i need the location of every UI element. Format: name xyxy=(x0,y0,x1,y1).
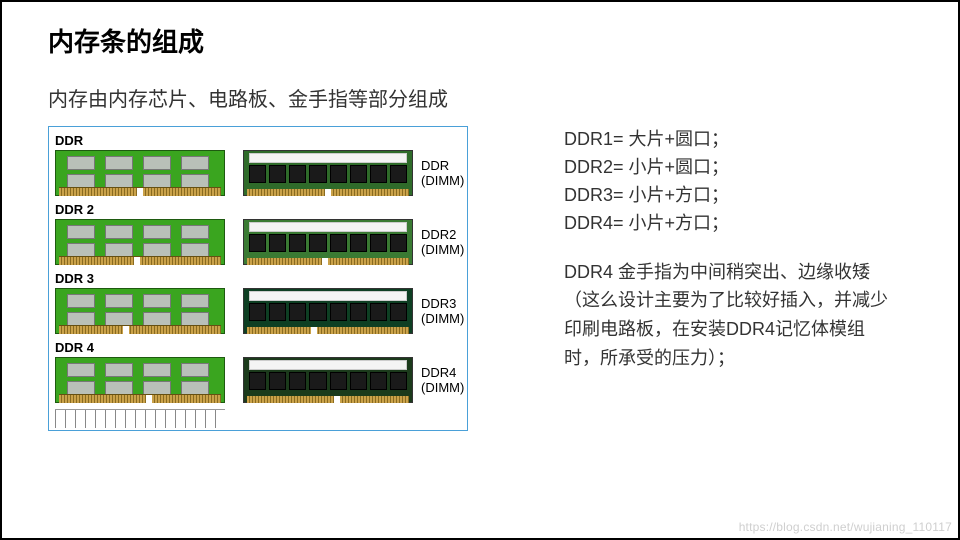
module-photo xyxy=(243,357,413,403)
slide: 内存条的组成 内存由内存芯片、电路板、金手指等部分组成 DDR DDR (DIMM… xyxy=(0,0,960,540)
row-body: DDR (DIMM) xyxy=(55,150,461,196)
spec-ddr3: DDR3= 小片+方口； xyxy=(564,182,894,210)
row-label: DDR 2 xyxy=(55,202,461,217)
ruler xyxy=(55,409,225,428)
spec-ddr2: DDR2= 小片+圆口； xyxy=(564,154,894,182)
module-photo xyxy=(243,219,413,265)
spec-ddr4: DDR4= 小片+方口； xyxy=(564,210,894,238)
page-title: 内存条的组成 xyxy=(48,22,918,59)
row-body: DDR2 (DIMM) xyxy=(55,219,461,265)
watermark: https://blog.csdn.net/wujianing_110117 xyxy=(739,520,952,534)
dimm-label: DDR (DIMM) xyxy=(421,158,464,188)
dimm-label: DDR4 (DIMM) xyxy=(421,365,464,395)
module-schematic xyxy=(55,150,225,196)
module-schematic xyxy=(55,288,225,334)
row-label: DDR 3 xyxy=(55,271,461,286)
module-schematic xyxy=(55,357,225,403)
right-text: DDR1= 大片+圆口； DDR2= 小片+圆口； DDR3= 小片+方口； D… xyxy=(564,126,894,373)
ddr-row: DDR 3 DDR3 (DIMM) xyxy=(55,271,461,334)
row-label: DDR xyxy=(55,133,461,148)
ddr4-note: DDR4 金手指为中间稍突出、边缘收矮（这么设计主要为了比较好插入，并减少印刷电… xyxy=(564,258,894,373)
row-body: DDR4 (DIMM) xyxy=(55,357,461,403)
ddr-row: DDR 4 DDR4 (DIMM) xyxy=(55,340,461,403)
module-schematic xyxy=(55,219,225,265)
dimm-label: DDR3 (DIMM) xyxy=(421,296,464,326)
ddr-diagram: DDR DDR (DIMM) DDR 2 DDR2 (DIMM) DDR 3 DDR3 (… xyxy=(48,126,468,431)
spec-ddr1: DDR1= 大片+圆口； xyxy=(564,126,894,154)
module-photo xyxy=(243,288,413,334)
ddr-row: DDR DDR (DIMM) xyxy=(55,133,461,196)
module-photo xyxy=(243,150,413,196)
row-body: DDR3 (DIMM) xyxy=(55,288,461,334)
ddr-row: DDR 2 DDR2 (DIMM) xyxy=(55,202,461,265)
row-label: DDR 4 xyxy=(55,340,461,355)
page-subtitle: 内存由内存芯片、电路板、金手指等部分组成 xyxy=(48,83,918,112)
content-area: DDR DDR (DIMM) DDR 2 DDR2 (DIMM) DDR 3 DDR3 (… xyxy=(48,126,918,431)
dimm-label: DDR2 (DIMM) xyxy=(421,227,464,257)
